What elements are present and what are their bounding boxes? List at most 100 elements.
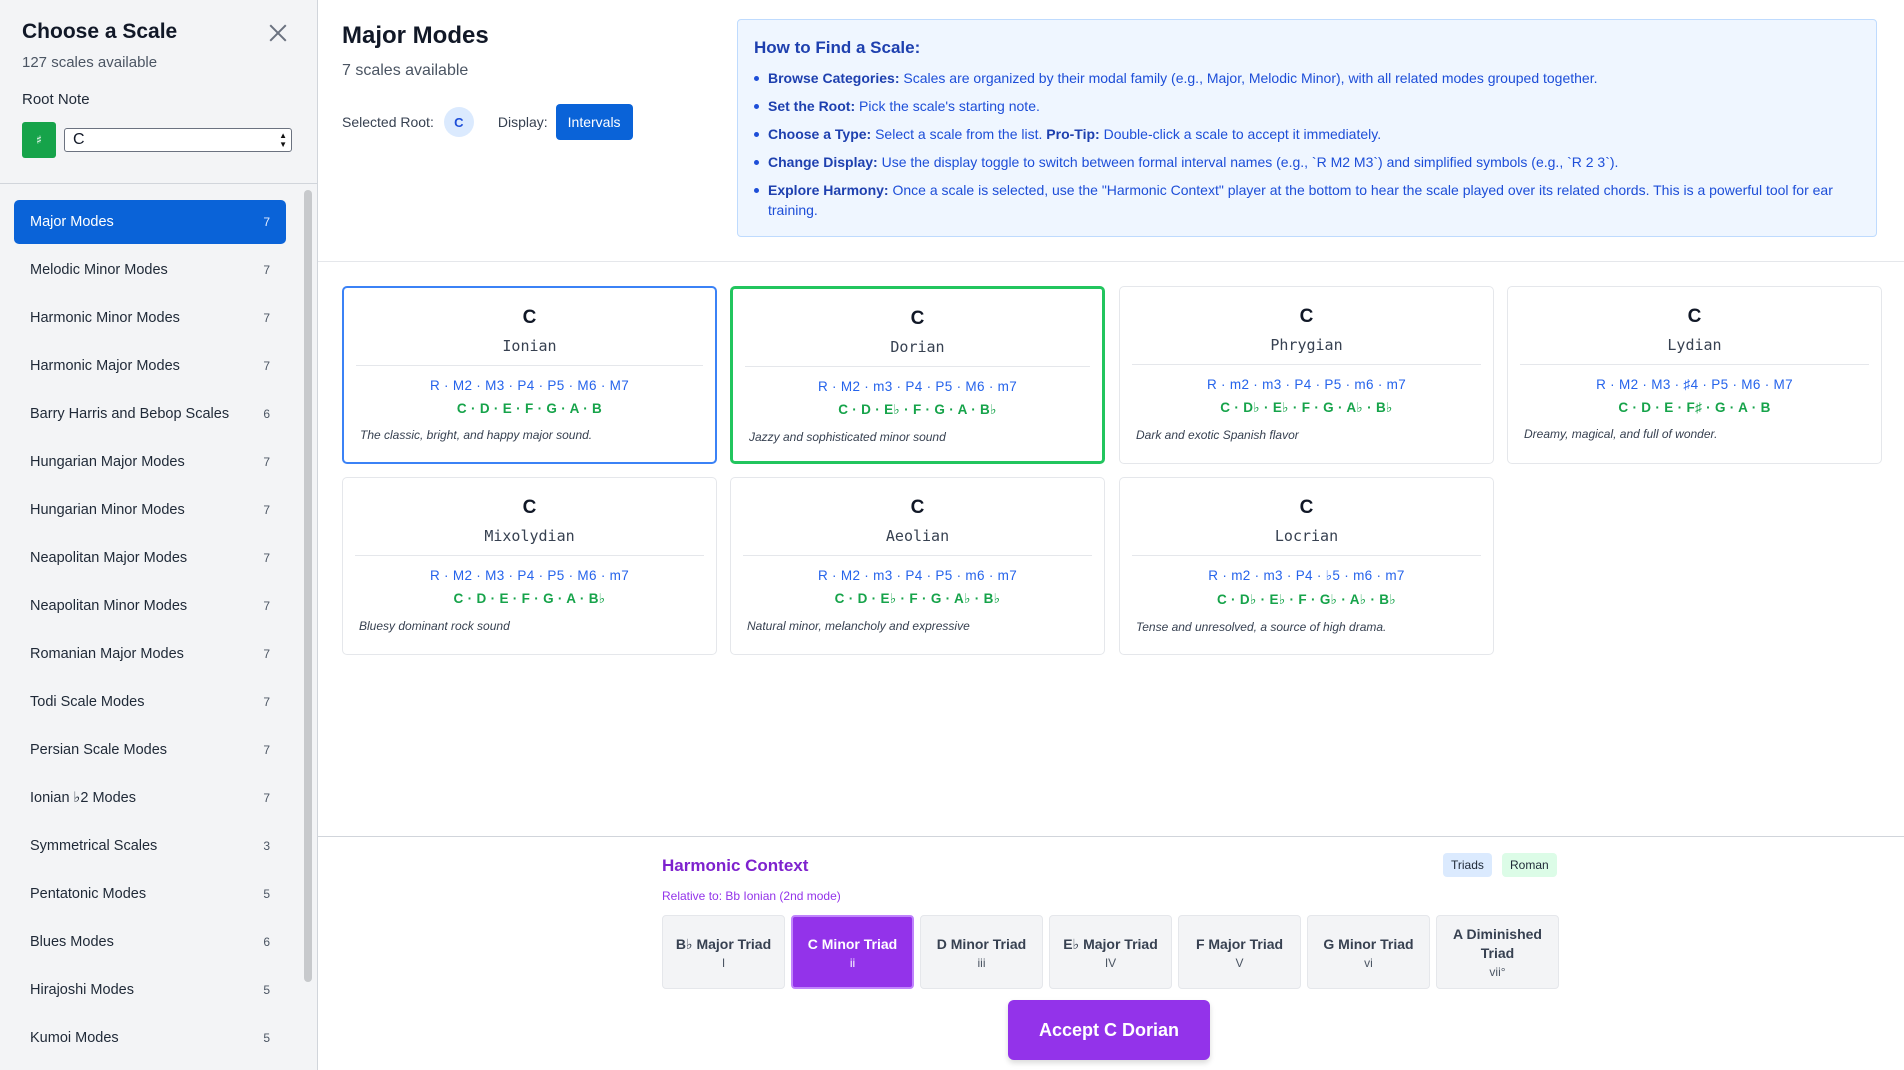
sidebar-category-item[interactable]: Romanian Major Modes 7 bbox=[14, 632, 286, 676]
scale-notes: C · D · E · F♯ · G · A · B bbox=[1618, 400, 1771, 415]
help-item-heading: Browse Categories: bbox=[768, 70, 900, 86]
sidebar-category-item[interactable]: Neapolitan Major Modes 7 bbox=[14, 536, 286, 580]
category-count: 3 bbox=[263, 839, 270, 853]
scale-count: 127 scales available bbox=[22, 54, 158, 71]
category-label: Romanian Major Modes bbox=[30, 646, 184, 662]
category-label: Kumoi Modes bbox=[30, 1030, 119, 1046]
scale-root: C bbox=[1299, 497, 1314, 518]
scales-available: 7 scales available bbox=[342, 62, 469, 79]
chord-button[interactable]: D Minor Triad iii bbox=[920, 915, 1043, 989]
scale-intervals: R · M2 · M3 · P4 · P5 · M6 · m7 bbox=[429, 568, 630, 583]
chord-button[interactable]: A Diminished Triad vii° bbox=[1436, 915, 1559, 989]
chord-name: A Diminished Triad bbox=[1453, 926, 1542, 961]
sidebar-category-item[interactable]: Neapolitan Minor Modes 7 bbox=[14, 584, 286, 628]
category-count: 7 bbox=[263, 311, 270, 325]
sidebar-category-item[interactable]: Hungarian Major Modes 7 bbox=[14, 440, 286, 484]
scale-card[interactable]: C Mixolydian R · M2 · M3 · P4 · P5 · M6 · … bbox=[342, 477, 717, 655]
scale-mode-name: Ionian bbox=[356, 337, 703, 366]
category-label: Todi Scale Modes bbox=[30, 694, 145, 710]
sidebar-category-item[interactable]: Harmonic Major Modes 7 bbox=[14, 344, 286, 388]
scale-card[interactable]: C Aeolian R · M2 · m3 · P4 · P5 · m6 · m7 C… bbox=[730, 477, 1105, 655]
sidebar-category-item[interactable]: Harmonic Minor Modes 7 bbox=[14, 296, 286, 340]
chord-button[interactable]: E♭ Major Triad IV bbox=[1049, 915, 1172, 989]
display-toggle-button[interactable]: Intervals bbox=[555, 104, 633, 140]
chord-row: B♭ Major Triad I C Minor Triad ii D Minor Tr… bbox=[662, 915, 1565, 989]
scale-card[interactable]: C Dorian R · M2 · m3 · P4 · P5 · M6 · m7 C … bbox=[730, 286, 1105, 464]
scale-card[interactable]: C Locrian R · m2 · m3 · P4 · ♭5 · m6 · m7 C… bbox=[1119, 477, 1494, 655]
triads-tag[interactable]: Triads bbox=[1443, 853, 1492, 877]
category-label: Neapolitan Major Modes bbox=[30, 550, 188, 566]
sidebar-header: Choose a Scale 127 scales available Root… bbox=[0, 0, 317, 184]
category-count: 6 bbox=[263, 935, 270, 949]
sidebar-category-item[interactable]: Persian Scale Modes 7 bbox=[14, 728, 286, 772]
scale-card[interactable]: C Phrygian R · m2 · m3 · P4 · P5 · m6 · m7… bbox=[1119, 286, 1494, 464]
sidebar: Choose a Scale 127 scales available Root… bbox=[0, 0, 318, 1070]
chord-name: G Minor Triad bbox=[1323, 935, 1414, 952]
category-label: Persian Scale Modes bbox=[30, 742, 168, 758]
category-count: 7 bbox=[263, 599, 270, 613]
category-label: Ionian ♭2 Modes bbox=[30, 790, 136, 806]
sharp-toggle-button[interactable]: ♯ bbox=[22, 122, 56, 158]
scale-mode-name: Dorian bbox=[745, 338, 1090, 367]
help-item-heading: Set the Root: bbox=[768, 98, 856, 114]
sidebar-category-item[interactable]: Kumoi Modes 5 bbox=[14, 1016, 286, 1060]
category-label: Neapolitan Minor Modes bbox=[30, 598, 188, 614]
sidebar-category-item[interactable]: Hungarian Minor Modes 7 bbox=[14, 488, 286, 532]
chord-roman-numeral: V bbox=[1235, 955, 1244, 970]
scale-description: Dark and exotic Spanish flavor bbox=[1136, 428, 1299, 442]
scale-card[interactable]: C Ionian R · M2 · M3 · P4 · P5 · M6 · M7 C … bbox=[342, 286, 717, 464]
scale-root: C bbox=[1299, 306, 1314, 327]
accept-button[interactable]: Accept C Dorian bbox=[1008, 1000, 1210, 1060]
sidebar-category-item[interactable]: Barry Harris and Bebop Scales 6 bbox=[14, 392, 286, 436]
category-label: Blues Modes bbox=[30, 934, 114, 950]
root-note-row: ♯ C ▲ ▼ bbox=[22, 122, 295, 158]
sidebar-category-item[interactable]: Pentatonic Modes 5 bbox=[14, 872, 286, 916]
help-item: Explore Harmony: Once a scale is selecte… bbox=[754, 180, 1860, 220]
selected-root-label: Selected Root: bbox=[342, 114, 434, 130]
help-item-text: Use the display toggle to switch between… bbox=[877, 154, 1619, 170]
category-count: 7 bbox=[263, 743, 270, 757]
chord-name: C Minor Triad bbox=[807, 935, 898, 952]
scale-description: Tense and unresolved, a source of high d… bbox=[1136, 620, 1387, 634]
chord-button[interactable]: F Major Triad V bbox=[1178, 915, 1301, 989]
category-count: 5 bbox=[263, 1031, 270, 1045]
root-note-select[interactable]: C ▲ ▼ bbox=[64, 128, 292, 152]
chord-button[interactable]: C Minor Triad ii bbox=[791, 915, 914, 989]
sidebar-category-item[interactable]: Hirajoshi Modes 5 bbox=[14, 968, 286, 1012]
category-list: Major Modes 7 Melodic Minor Modes 7 Harmonic… bbox=[14, 200, 286, 1064]
sidebar-category-item[interactable]: Symmetrical Scales 3 bbox=[14, 824, 286, 868]
chord-button[interactable]: G Minor Triad vi bbox=[1307, 915, 1430, 989]
category-count: 7 bbox=[263, 359, 270, 373]
help-item: Browse Categories: Scales are organized … bbox=[754, 68, 1860, 88]
close-icon[interactable] bbox=[267, 22, 289, 44]
selected-root-badge: C bbox=[443, 107, 474, 137]
sidebar-category-item[interactable]: Melodic Minor Modes 7 bbox=[14, 248, 286, 292]
category-count: 7 bbox=[263, 455, 270, 469]
sidebar-category-item[interactable]: Major Modes 7 bbox=[14, 200, 286, 244]
page-title: Major Modes bbox=[342, 22, 489, 49]
help-panel: How to Find a Scale: Browse Categories: … bbox=[737, 19, 1877, 237]
roman-tag[interactable]: Roman bbox=[1502, 853, 1557, 877]
scale-description: Dreamy, magical, and full of wonder. bbox=[1524, 427, 1718, 441]
chord-roman-numeral: vi bbox=[1364, 955, 1373, 970]
scale-root: C bbox=[1687, 306, 1702, 327]
help-item-text: Pick the scale's starting note. bbox=[855, 98, 1040, 114]
sidebar-category-item[interactable]: Ionian ♭2 Modes 7 bbox=[14, 776, 286, 820]
sidebar-category-item[interactable]: Blues Modes 6 bbox=[14, 920, 286, 964]
scale-card[interactable]: C Lydian R · M2 · M3 · ♯4 · P5 · M6 · M7 C … bbox=[1507, 286, 1882, 464]
relative-to-label: Relative to: Bb Ionian (2nd mode) bbox=[662, 889, 841, 903]
help-item-text: Select a scale from the list. bbox=[871, 126, 1047, 142]
scale-notes: C · D · E · F · G · A · B♭ bbox=[453, 591, 606, 606]
category-count: 7 bbox=[263, 647, 270, 661]
scale-notes: C · D♭ · E♭ · F · G♭ · A♭ · B♭ bbox=[1216, 592, 1397, 607]
harmonic-context-title: Harmonic Context bbox=[662, 856, 809, 875]
chord-button[interactable]: B♭ Major Triad I bbox=[662, 915, 785, 989]
help-item-heading: Choose a Type: bbox=[768, 126, 872, 142]
category-count: 7 bbox=[263, 791, 270, 805]
help-item: Choose a Type: Select a scale from the l… bbox=[754, 124, 1860, 144]
scale-notes: C · D · E♭ · F · G · A♭ · B♭ bbox=[834, 591, 1001, 606]
sidebar-category-item[interactable]: Todi Scale Modes 7 bbox=[14, 680, 286, 724]
sidebar-scrollbar[interactable] bbox=[304, 190, 312, 982]
category-count: 7 bbox=[263, 215, 270, 229]
category-count: 7 bbox=[263, 551, 270, 565]
